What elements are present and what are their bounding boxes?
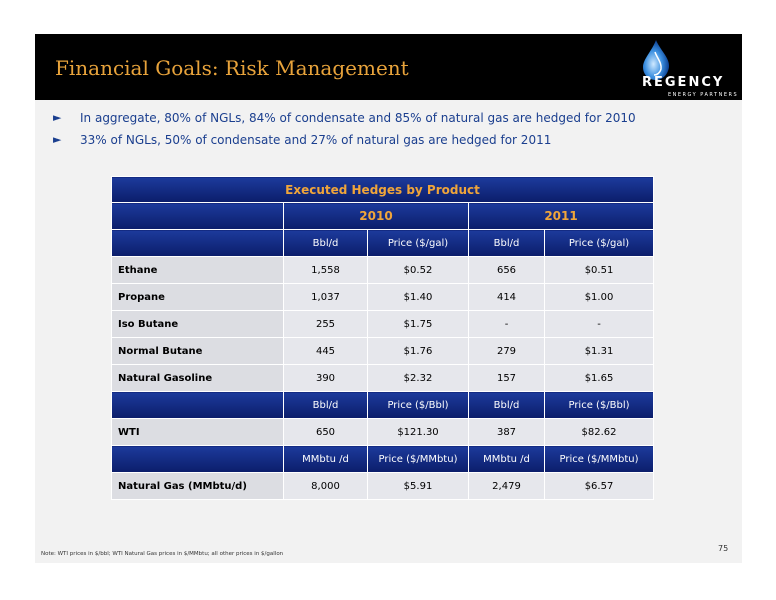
header-bar: Financial Goals: Risk Management REGENCY… — [35, 34, 742, 100]
bullet-text: 33% of NGLs, 50% of condensate and 27% o… — [80, 133, 552, 147]
unit-header: Price ($/Bbl) — [367, 391, 469, 419]
product-label: Iso Butane — [111, 310, 284, 338]
table-cell: $82.62 — [543, 418, 655, 446]
arrow-right-icon: ► — [53, 133, 62, 146]
year-header-row: 2010 2011 — [111, 202, 655, 230]
table-cell: $2.32 — [367, 364, 469, 392]
table-row: Propane 1,037 $1.40 414 $1.00 — [111, 283, 655, 311]
table-cell: $121.30 — [367, 418, 469, 446]
table-cell: - — [543, 310, 655, 338]
header-empty-cell — [111, 229, 284, 257]
footnote: Note: WTI prices in $/bbl; WTI Natural G… — [41, 551, 284, 557]
table-cell: $5.91 — [367, 472, 469, 500]
bullet-item: ► 33% of NGLs, 50% of condensate and 27%… — [53, 132, 733, 154]
table-cell: $1.76 — [367, 337, 469, 365]
table-cell: 390 — [283, 364, 368, 392]
table-caption: Executed Hedges by Product — [110, 176, 655, 203]
table-row: Ethane 1,558 $0.52 656 $0.51 — [111, 256, 655, 284]
unit-header: Price ($/MMbtu) — [543, 445, 655, 473]
unit-header: Price ($/gal) — [543, 229, 655, 257]
table-cell: $0.51 — [543, 256, 655, 284]
table-cell: 157 — [468, 364, 545, 392]
bullet-list: ► In aggregate, 80% of NGLs, 84% of cond… — [53, 110, 733, 154]
unit-header: Bbl/d — [283, 391, 368, 419]
header-empty-cell — [111, 391, 284, 419]
table-cell: 445 — [283, 337, 368, 365]
table-row: Normal Butane 445 $1.76 279 $1.31 — [111, 337, 655, 365]
table-cell: 255 — [283, 310, 368, 338]
flame-drop-icon — [643, 40, 670, 80]
product-label: Natural Gas (MMbtu/d) — [111, 472, 284, 500]
bullet-text: In aggregate, 80% of NGLs, 84% of conden… — [80, 111, 636, 125]
table-cell: 650 — [283, 418, 368, 446]
table-cell: 656 — [468, 256, 545, 284]
product-label: Natural Gasoline — [111, 364, 284, 392]
table-cell: 1,558 — [283, 256, 368, 284]
table-row: Natural Gas (MMbtu/d) 8,000 $5.91 2,479 … — [111, 472, 655, 500]
logo-name: REGENCY — [642, 75, 725, 90]
page-title: Financial Goals: Risk Management — [55, 56, 409, 80]
product-label: Normal Butane — [111, 337, 284, 365]
table-cell: $1.31 — [543, 337, 655, 365]
bullet-item: ► In aggregate, 80% of NGLs, 84% of cond… — [53, 110, 733, 132]
year-header-2011: 2011 — [467, 202, 655, 230]
regency-logo: REGENCY ENERGY PARTNERS — [630, 38, 740, 98]
unit-header: Price ($/gal) — [367, 229, 469, 257]
table-cell: $0.52 — [367, 256, 469, 284]
header-empty-cell — [111, 202, 284, 230]
year-header-2010: 2010 — [283, 202, 469, 230]
table-cell: 414 — [468, 283, 545, 311]
table-cell: $1.00 — [543, 283, 655, 311]
table-cell: 8,000 — [283, 472, 368, 500]
hedges-table-container: Executed Hedges by Product 2010 2011 Bbl… — [110, 176, 655, 500]
table-cell: 1,037 — [283, 283, 368, 311]
page-number: 75 — [718, 544, 729, 553]
product-label: WTI — [111, 418, 284, 446]
unit-header-row: Bbl/d Price ($/gal) Bbl/d Price ($/gal) — [111, 229, 655, 257]
table-row: Natural Gasoline 390 $2.32 157 $1.65 — [111, 364, 655, 392]
table-row: Iso Butane 255 $1.75 - - — [111, 310, 655, 338]
hedges-table: Executed Hedges by Product 2010 2011 Bbl… — [110, 176, 655, 500]
table-cell: $1.40 — [367, 283, 469, 311]
unit-header-row: Bbl/d Price ($/Bbl) Bbl/d Price ($/Bbl) — [111, 391, 655, 419]
product-label: Ethane — [111, 256, 284, 284]
unit-header: Bbl/d — [468, 391, 545, 419]
logo-subtitle: ENERGY PARTNERS — [668, 92, 739, 98]
unit-header: Price ($/Bbl) — [543, 391, 655, 419]
table-cell: - — [468, 310, 545, 338]
unit-header: Price ($/MMbtu) — [367, 445, 469, 473]
table-cell: 387 — [468, 418, 545, 446]
unit-header: MMbtu /d — [283, 445, 368, 473]
table-row: WTI 650 $121.30 387 $82.62 — [111, 418, 655, 446]
slide: Financial Goals: Risk Management REGENCY… — [35, 34, 742, 563]
table-cell: 279 — [468, 337, 545, 365]
unit-header: Bbl/d — [283, 229, 368, 257]
table-cell: 2,479 — [468, 472, 545, 500]
unit-header: MMbtu /d — [468, 445, 545, 473]
header-empty-cell — [111, 445, 284, 473]
product-label: Propane — [111, 283, 284, 311]
table-cell: $6.57 — [543, 472, 655, 500]
unit-header: Bbl/d — [468, 229, 545, 257]
table-cell: $1.75 — [367, 310, 469, 338]
unit-header-row: MMbtu /d Price ($/MMbtu) MMbtu /d Price … — [111, 445, 655, 473]
table-cell: $1.65 — [543, 364, 655, 392]
arrow-right-icon: ► — [53, 111, 62, 124]
